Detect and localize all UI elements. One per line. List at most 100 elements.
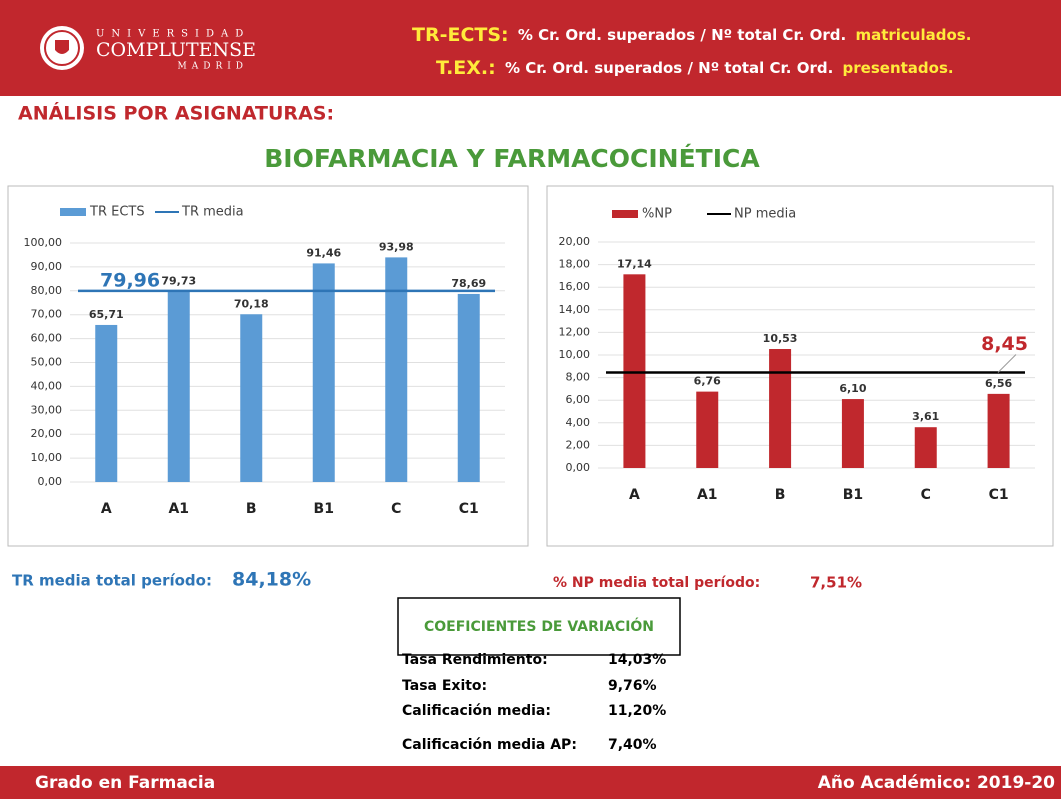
summary-label: TR media total período: [12,572,212,590]
y-tick-label: 20,00 [559,235,591,248]
y-tick-label: 4,00 [566,416,591,429]
x-tick-label: B [775,487,786,503]
data-label: 91,46 [306,246,341,259]
data-label: 10,53 [763,332,798,345]
data-label: 70,18 [234,297,269,310]
legend-swatch [612,210,638,218]
legend-label: %NP [642,207,672,222]
mean-label: 79,96 [100,269,160,291]
coefficient-value: 9,76% [608,678,657,694]
logo: UNIVERSIDAD COMPLUTENSE MADRID [40,26,256,72]
x-tick-label: C1 [459,501,479,517]
bar [385,257,408,482]
x-tick-label: A1 [168,501,189,517]
y-tick-label: 16,00 [559,280,591,293]
coefficient-value: 11,20% [608,703,666,719]
logo-text: COMPLUTENSE [96,39,256,61]
chart-frame [546,185,1054,547]
y-tick-label: 30,00 [31,403,63,416]
data-label: 78,69 [451,277,486,290]
coefficient-label: Tasa Exito: [402,678,487,694]
y-tick-label: 8,00 [566,371,591,384]
definition-text: % Cr. Ord. superados / Nº total Cr. Ord. [505,59,833,77]
y-tick-label: 18,00 [559,258,591,271]
legend-label: TR ECTS [89,205,145,220]
summary-value: 84,18% [232,569,311,591]
x-tick-label: B1 [314,501,334,517]
data-label: 17,14 [617,257,652,270]
chart-frame [7,185,529,547]
x-tick-label: C [921,487,931,503]
definition-term: TR-ECTS: [412,24,509,46]
mean-label: 8,45 [981,333,1028,355]
y-tick-label: 80,00 [31,284,63,297]
footer-left: Grado en Farmacia [35,773,215,793]
data-label: 6,10 [839,382,866,395]
y-tick-label: 0,00 [38,475,63,488]
y-tick-label: 14,00 [559,303,591,316]
coefficients-title: COEFICIENTES DE VARIACIÓN [424,617,654,635]
definition-highlight: matriculados. [855,26,971,44]
data-label: 79,73 [161,274,196,287]
data-label: 6,56 [985,377,1012,390]
y-tick-label: 20,00 [31,427,63,440]
y-tick-label: 10,00 [559,348,591,361]
x-tick-label: B1 [843,487,863,503]
x-tick-label: A [629,487,640,503]
coefficients-box [397,597,681,656]
data-label: 65,71 [89,308,124,321]
bar [240,314,263,482]
legend-label: NP media [734,207,796,222]
y-tick-label: 50,00 [31,356,63,369]
leader-line [997,354,1017,373]
subject-title: BIOFARMACIA Y FARMACOCINÉTICA [264,144,760,173]
y-tick-label: 100,00 [24,236,63,249]
header-band [0,0,1061,96]
logo-ring [44,30,80,66]
y-tick-label: 90,00 [31,260,63,273]
y-tick-label: 0,00 [566,461,591,474]
bar [987,393,1010,468]
bar [457,293,480,482]
logo-text: MADRID [178,62,248,72]
bar [312,263,335,482]
y-tick-label: 12,00 [559,325,591,338]
x-tick-label: C1 [989,487,1009,503]
y-tick-label: 40,00 [31,379,63,392]
bar [95,324,118,482]
footer-band [0,766,1061,799]
coefficient-label: Calificación media: [402,703,551,719]
logo-shield [55,40,69,54]
y-tick-label: 2,00 [566,438,591,451]
x-tick-label: B [246,501,257,517]
bar [623,274,646,468]
bar [841,399,864,468]
x-tick-label: C [391,501,401,517]
definition: T.EX.: % Cr. Ord. superados / Nº total C… [436,57,954,79]
bar [167,291,190,482]
legend-label: TR media [181,205,244,220]
y-tick-label: 6,00 [566,393,591,406]
summary-value: 7,51% [810,574,862,592]
x-tick-label: A [101,501,112,517]
data-label: 3,61 [912,410,939,423]
summary-label: % NP media total período: [553,575,760,591]
bar [914,427,937,468]
definition-highlight: presentados. [843,59,954,77]
bar [769,349,792,468]
coefficient-label: Tasa Rendimiento: [402,652,548,668]
legend-swatch [60,208,86,216]
bar [696,391,719,468]
footer-right: Año Académico: 2019-20 [818,773,1055,793]
y-tick-label: 60,00 [31,332,63,345]
y-tick-label: 70,00 [31,308,63,321]
data-label: 6,76 [694,375,721,388]
definition: TR-ECTS: % Cr. Ord. superados / Nº total… [412,24,971,46]
data-label: 93,98 [379,240,414,253]
x-tick-label: A1 [697,487,718,503]
coefficient-label: Calificación media AP: [402,737,577,753]
definition-text: % Cr. Ord. superados / Nº total Cr. Ord. [518,26,846,44]
definition-term: T.EX.: [436,57,496,79]
y-tick-label: 10,00 [31,451,63,464]
